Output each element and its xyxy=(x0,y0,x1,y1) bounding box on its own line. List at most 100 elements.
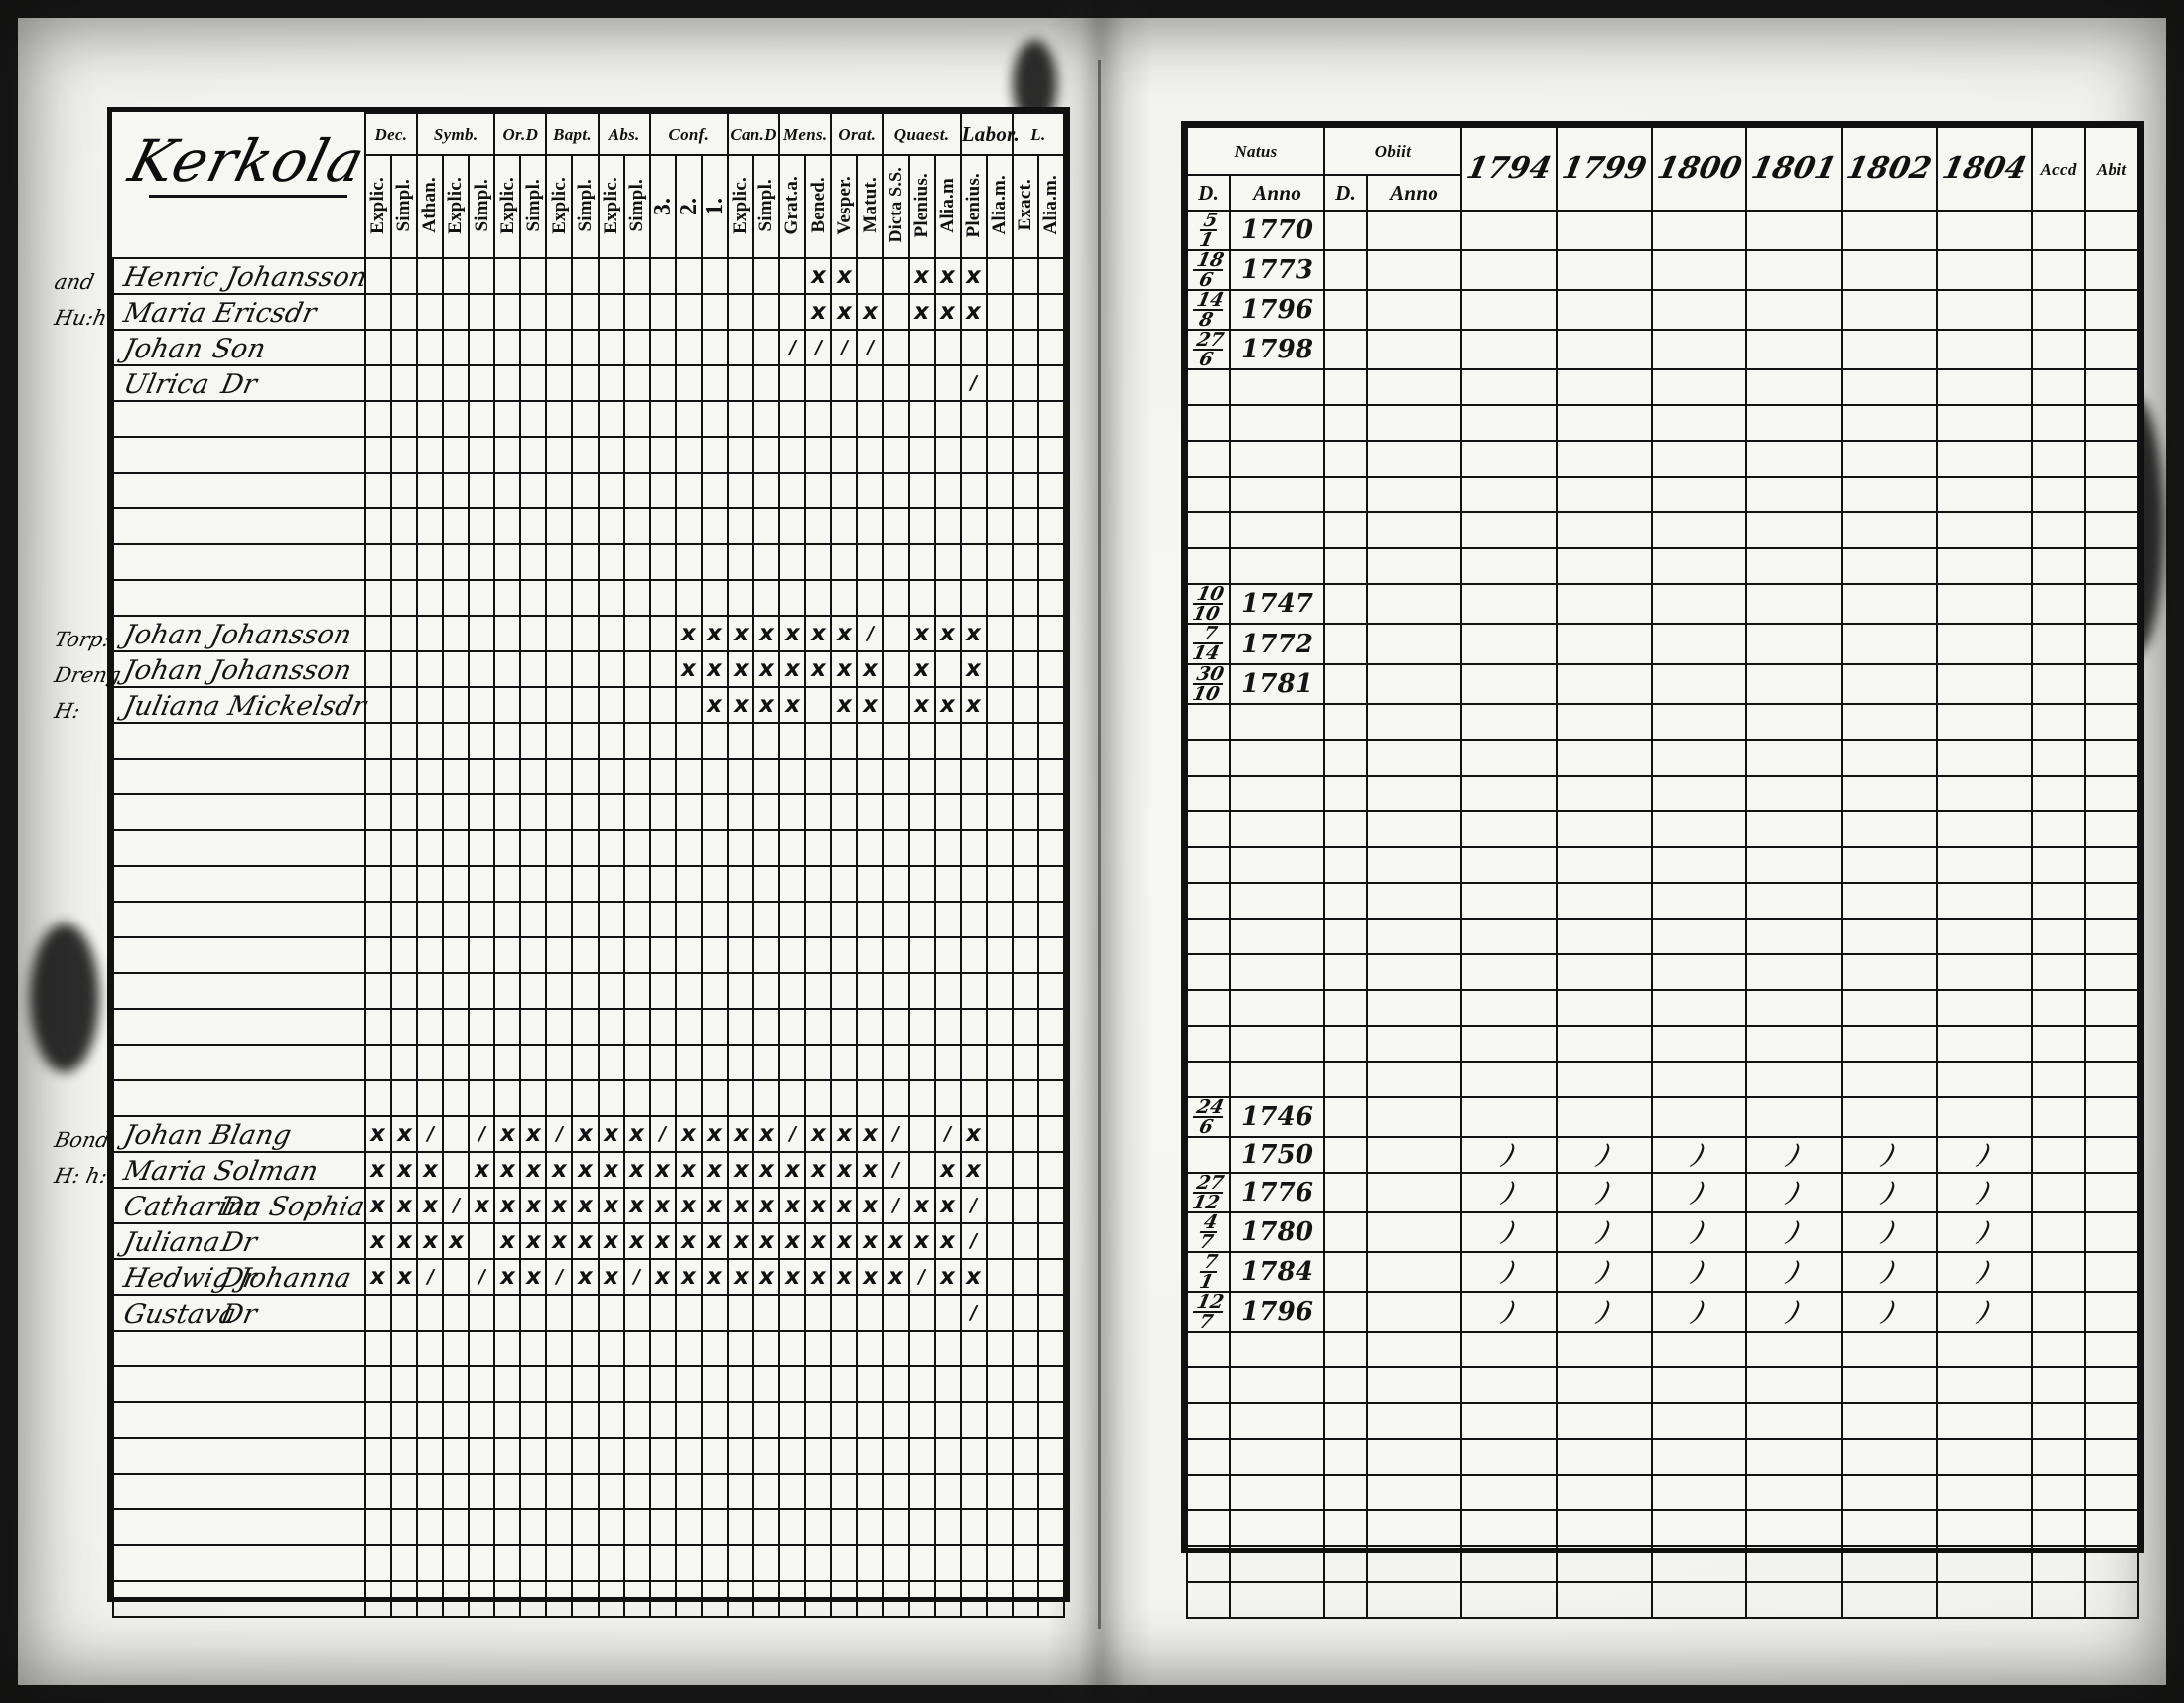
obiit-day-cell[interactable] xyxy=(1322,404,1369,443)
year-mark-cell[interactable]: ) xyxy=(1555,1171,1653,1213)
mark-cell[interactable] xyxy=(959,543,988,581)
mark-cell[interactable] xyxy=(442,1473,471,1510)
mark-cell[interactable] xyxy=(882,758,910,795)
year-mark-cell[interactable] xyxy=(1745,404,1843,443)
mark-cell[interactable] xyxy=(597,793,625,831)
obiit-day-cell[interactable] xyxy=(1322,1210,1369,1253)
abit-cell[interactable] xyxy=(2084,917,2139,955)
mark-cell[interactable] xyxy=(907,507,936,545)
mark-cell[interactable] xyxy=(726,436,755,474)
accedit-cell[interactable] xyxy=(2030,738,2087,777)
mark-cell[interactable] xyxy=(752,1079,781,1117)
mark-cell[interactable]: x xyxy=(700,1115,729,1153)
mark-cell[interactable] xyxy=(571,901,600,938)
table-row[interactable] xyxy=(112,758,1066,795)
year-mark-cell[interactable]: ) xyxy=(1935,1210,2033,1253)
mark-cell[interactable] xyxy=(363,1473,392,1510)
mark-cell[interactable] xyxy=(519,1580,548,1618)
mark-cell[interactable] xyxy=(804,1044,833,1081)
mark-cell[interactable]: x xyxy=(493,1258,522,1296)
year-mark-cell[interactable]: ) xyxy=(1460,1291,1558,1334)
mark-cell[interactable] xyxy=(571,507,600,545)
mark-cell[interactable] xyxy=(959,1544,988,1582)
mark-cell[interactable] xyxy=(648,865,677,903)
mark-cell[interactable] xyxy=(493,1401,522,1439)
table-row[interactable] xyxy=(1185,476,2139,514)
mark-cell[interactable] xyxy=(726,1580,755,1618)
mark-cell[interactable] xyxy=(389,936,419,974)
mark-cell[interactable] xyxy=(622,1508,651,1546)
mark-cell[interactable] xyxy=(778,1437,807,1475)
mark-cell[interactable] xyxy=(597,936,625,974)
mark-cell[interactable] xyxy=(804,1508,833,1546)
mark-cell[interactable] xyxy=(622,1580,651,1618)
mark-cell[interactable] xyxy=(933,579,962,617)
mark-cell[interactable] xyxy=(830,1437,859,1475)
mark-cell[interactable]: x xyxy=(493,1187,522,1224)
obiit-day-cell[interactable] xyxy=(1322,988,1369,1027)
mark-cell[interactable] xyxy=(1011,686,1039,724)
mark-cell[interactable] xyxy=(804,400,833,438)
accedit-cell[interactable] xyxy=(2030,1438,2087,1477)
year-mark-cell[interactable] xyxy=(1935,209,2033,252)
mark-cell[interactable]: x xyxy=(933,1151,962,1189)
mark-cell[interactable] xyxy=(571,1294,600,1332)
mark-cell[interactable] xyxy=(959,865,988,903)
natus-day-cell[interactable]: 14 8 xyxy=(1185,289,1232,332)
year-mark-cell[interactable] xyxy=(1555,952,1653,991)
mark-cell[interactable] xyxy=(363,364,392,402)
mark-cell[interactable] xyxy=(804,865,833,903)
accedit-cell[interactable] xyxy=(2030,623,2087,665)
obiit-year-cell[interactable] xyxy=(1366,249,1462,292)
year-mark-cell[interactable] xyxy=(1935,1024,2033,1063)
table-row[interactable] xyxy=(112,722,1066,760)
natus-year-cell[interactable] xyxy=(1229,952,1325,991)
mark-cell[interactable]: / xyxy=(959,1294,988,1332)
natus-year-cell[interactable]: 1780 xyxy=(1229,1210,1325,1253)
table-row[interactable] xyxy=(112,472,1066,509)
natus-year-cell[interactable] xyxy=(1229,1581,1325,1620)
table-row[interactable] xyxy=(112,400,1066,438)
mark-cell[interactable]: / xyxy=(778,1115,807,1153)
mark-cell[interactable] xyxy=(959,1008,988,1046)
year-mark-cell[interactable] xyxy=(1841,1509,1938,1548)
mark-cell[interactable] xyxy=(882,615,910,652)
mark-cell[interactable] xyxy=(700,1044,729,1081)
table-row[interactable] xyxy=(1185,809,2139,848)
mark-cell[interactable] xyxy=(778,436,807,474)
mark-cell[interactable] xyxy=(622,436,651,474)
natus-year-cell[interactable] xyxy=(1229,702,1325,741)
natus-day-cell[interactable] xyxy=(1185,1024,1232,1063)
mark-cell[interactable] xyxy=(856,1008,885,1046)
year-mark-cell[interactable]: ) xyxy=(1555,1210,1653,1253)
abit-cell[interactable] xyxy=(2084,988,2139,1027)
mark-cell[interactable] xyxy=(389,758,419,795)
obiit-year-cell[interactable] xyxy=(1366,738,1462,777)
mark-cell[interactable]: x xyxy=(830,257,859,295)
natus-day-cell[interactable] xyxy=(1185,1545,1232,1584)
mark-cell[interactable] xyxy=(1011,1330,1039,1367)
year-mark-cell[interactable] xyxy=(1745,809,1843,848)
year-mark-cell[interactable] xyxy=(1555,329,1653,371)
year-mark-cell[interactable] xyxy=(1745,1581,1843,1620)
mark-cell[interactable] xyxy=(907,543,936,581)
mark-cell[interactable] xyxy=(700,1580,729,1618)
mark-cell[interactable] xyxy=(468,650,496,688)
year-mark-cell[interactable]: ) xyxy=(1650,1250,1748,1294)
table-row[interactable]: Ulrica Dr / xyxy=(112,364,1066,402)
mark-cell[interactable] xyxy=(468,972,496,1010)
mark-cell[interactable] xyxy=(468,1437,496,1475)
mark-cell[interactable] xyxy=(752,936,781,974)
mark-cell[interactable] xyxy=(648,329,677,366)
mark-cell[interactable] xyxy=(468,615,496,652)
mark-cell[interactable] xyxy=(1036,650,1066,688)
mark-cell[interactable] xyxy=(674,400,703,438)
year-mark-cell[interactable] xyxy=(1460,1060,1558,1098)
table-row[interactable] xyxy=(1185,738,2139,777)
mark-cell[interactable] xyxy=(416,829,445,867)
mark-cell[interactable] xyxy=(1036,829,1066,867)
mark-cell[interactable] xyxy=(468,1365,496,1403)
obiit-year-cell[interactable] xyxy=(1366,1331,1462,1369)
obiit-day-cell[interactable] xyxy=(1322,809,1369,848)
mark-cell[interactable] xyxy=(1036,1115,1066,1153)
